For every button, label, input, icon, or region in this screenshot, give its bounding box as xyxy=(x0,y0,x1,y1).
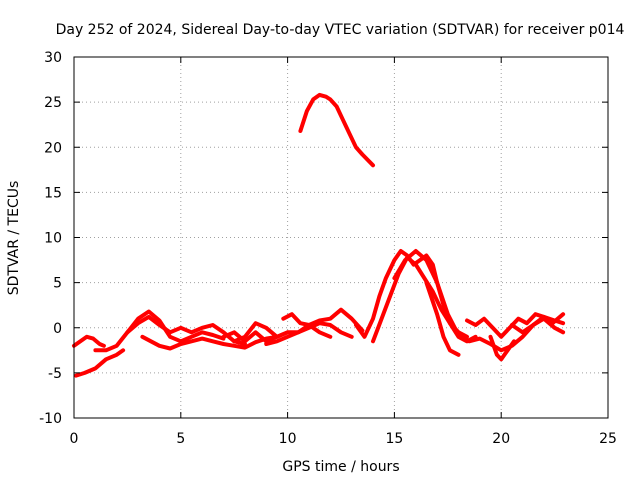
series-line-track-16 xyxy=(488,334,516,362)
series-line-track-1 xyxy=(72,334,106,348)
series-line-track-13 xyxy=(392,249,566,353)
x-axis-ticks: 0 5 10 15 20 25 xyxy=(70,57,617,447)
series-line-track-3 xyxy=(93,309,226,353)
series-line-track-14 xyxy=(424,280,461,357)
y-tick-label: 30 xyxy=(44,50,62,66)
x-tick-label: 5 xyxy=(176,431,185,447)
x-tick-label: 20 xyxy=(492,431,510,447)
x-tick-label: 10 xyxy=(279,431,297,447)
y-axis-label: SDTVAR / TECUs xyxy=(6,181,22,296)
series-line-track-9 xyxy=(281,312,333,339)
x-tick-label: 25 xyxy=(599,431,617,447)
series-line-track-4 xyxy=(125,314,247,346)
series-line-track-5 xyxy=(140,334,279,351)
y-tick-label: 25 xyxy=(44,95,62,111)
series-line-track-17 xyxy=(509,316,566,335)
y-axis-ticks: -10 -5 0 5 10 15 20 25 30 xyxy=(39,50,608,427)
x-tick-label: 0 xyxy=(70,431,79,447)
y-tick-label: 0 xyxy=(53,321,62,337)
data-series xyxy=(72,92,566,378)
x-tick-label: 15 xyxy=(385,431,403,447)
y-tick-label: 15 xyxy=(44,185,62,201)
y-tick-label: 10 xyxy=(44,231,62,247)
y-tick-label: 5 xyxy=(53,276,62,292)
series-line-track-7 xyxy=(232,321,290,344)
series-line-track-10 xyxy=(298,92,375,168)
y-tick-label: -5 xyxy=(48,366,62,382)
series-line-track-8 xyxy=(264,307,365,346)
y-tick-label: 20 xyxy=(44,140,62,156)
y-tick-label: -10 xyxy=(39,411,62,427)
chart-title: Day 252 of 2024, Sidereal Day-to-day VTE… xyxy=(56,22,625,38)
series-line-track-2 xyxy=(74,348,126,378)
x-axis-label: GPS time / hours xyxy=(282,459,399,475)
